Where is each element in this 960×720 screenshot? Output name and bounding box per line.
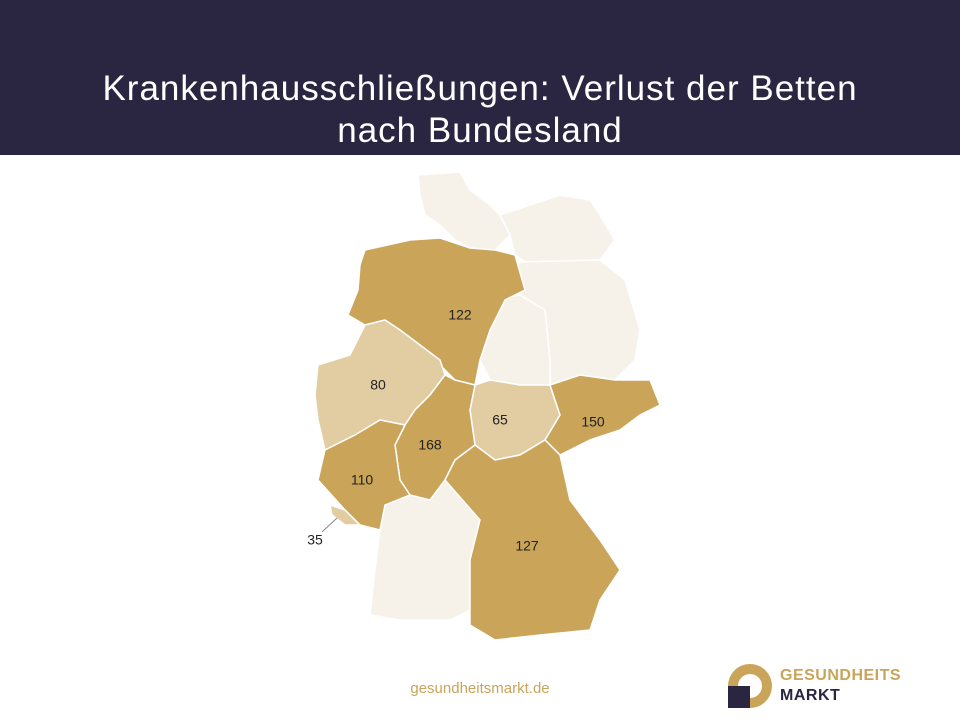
value-label: 65 [492, 412, 508, 428]
region [444, 439, 621, 641]
value-label: 110 [351, 472, 374, 488]
value-label: 168 [418, 437, 442, 453]
value-label: 122 [448, 307, 472, 323]
value-label: 127 [515, 538, 539, 554]
footer-url: gesundheitsmarkt.de [410, 680, 550, 697]
logo-text: MARKT [780, 687, 841, 704]
leader-line [321, 517, 338, 533]
header: Krankenhausschließungen: Verlust der Bet… [0, 0, 960, 155]
region [329, 503, 362, 526]
region-shape [498, 194, 616, 266]
value-label: 80 [370, 377, 386, 393]
logo-text: GESUNDHEITS [780, 667, 902, 684]
title: Krankenhausschließungen: Verlust der Bet… [102, 69, 858, 150]
logo-icon [728, 664, 772, 708]
region [544, 374, 661, 456]
value-label: 35 [307, 532, 323, 548]
value-label: 150 [581, 414, 605, 430]
